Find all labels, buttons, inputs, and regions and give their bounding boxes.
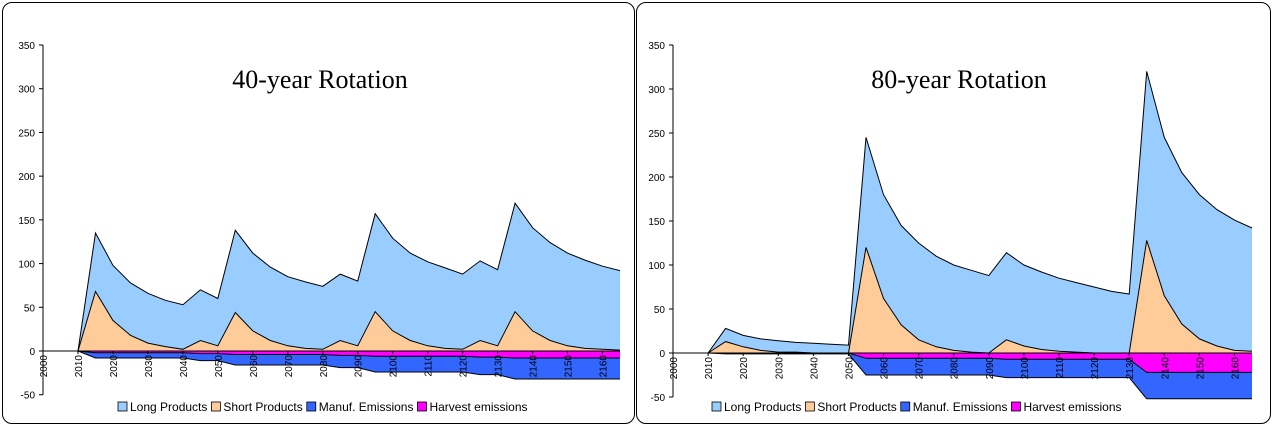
x-tick-label: 2120 — [1090, 357, 1101, 380]
x-tick-label: 2000 — [669, 357, 680, 380]
x-tick-label: 2150 — [1195, 357, 1206, 380]
x-tick-label: 2090 — [354, 355, 365, 378]
legend-swatch-long-products — [712, 402, 721, 411]
chart-40-year-rotation: -50 0 50 100 150 200 250 300 350 2000 2010 2020 2030… — [3, 3, 636, 425]
x-tick-label: 2140 — [529, 355, 540, 378]
y-tick-label: 0 — [659, 349, 665, 360]
x-tick-label: 2100 — [389, 355, 400, 378]
x-tick-label: 2160 — [1230, 357, 1241, 380]
x-tick-label: 2070 — [915, 357, 926, 380]
x-tick-label: 2030 — [774, 357, 785, 380]
legend-swatch-short-products — [805, 402, 814, 411]
x-tick-label: 2060 — [249, 355, 260, 378]
y-tick-label: 0 — [29, 347, 35, 358]
y-tick-label: 150 — [18, 216, 35, 227]
chart-panel-40-year: -50 0 50 100 150 200 250 300 350 2000 2010 2020 2030… — [2, 2, 635, 424]
x-tick-label: 2020 — [109, 355, 120, 378]
y-tick-label: 50 — [654, 305, 666, 316]
legend-label-harvest-emissions: Harvest emissions — [429, 400, 527, 414]
x-tick-label: 2040 — [179, 355, 190, 378]
legend-label-short-products: Short Products — [817, 400, 896, 414]
legend-swatch-long-products — [118, 402, 127, 411]
x-tick-label: 2040 — [809, 357, 820, 380]
y-tick-label: 50 — [24, 303, 36, 314]
chart-title: 40-year Rotation — [232, 65, 407, 94]
x-tick-label: 2110 — [424, 355, 435, 377]
y-tick-label: 350 — [648, 41, 665, 52]
x-tick-label: 2160 — [599, 355, 610, 378]
legend-label-long-products: Long Products — [130, 400, 207, 414]
x-tick-label: 2010 — [704, 357, 715, 380]
y-tick-label: 200 — [18, 172, 35, 183]
y-tick-label: -50 — [651, 393, 666, 404]
legend-label-short-products: Short Products — [223, 400, 302, 414]
chart-title: 80-year Rotation — [871, 65, 1046, 94]
legend-swatch-short-products — [211, 402, 220, 411]
y-tick-label: 300 — [648, 85, 665, 96]
y-tick-label: 300 — [18, 85, 35, 96]
y-tick-label: 200 — [648, 173, 665, 184]
legend-swatch-harvest-emissions — [417, 402, 426, 411]
legend-swatch-harvest-emissions — [1011, 402, 1020, 411]
y-tick-label: 250 — [648, 129, 665, 140]
x-tick-label: 2140 — [1160, 357, 1171, 380]
x-tick-label: 2090 — [985, 357, 996, 380]
chart-panel-80-year: -50 0 50 100 150 200 250 300 350 2000 2010 2020 2030… — [636, 2, 1271, 424]
x-tick-label: 2050 — [844, 357, 855, 380]
y-tick-label: -50 — [21, 391, 36, 402]
x-tick-label: 2080 — [319, 355, 330, 378]
y-tick-label: 350 — [18, 41, 35, 52]
legend-label-long-products: Long Products — [724, 400, 801, 414]
x-tick-label: 2060 — [880, 357, 891, 380]
chart-80-year-rotation: -50 0 50 100 150 200 250 300 350 2000 2010 2020 2030… — [637, 3, 1272, 425]
x-tick-label: 2050 — [214, 355, 225, 378]
y-tick-label: 100 — [18, 260, 35, 271]
legend: Long Products Short Products Manuf. Emissi… — [712, 400, 1122, 414]
y-tick-label: 250 — [18, 128, 35, 139]
x-tick-label: 2030 — [144, 355, 155, 378]
x-tick-label: 2130 — [1125, 357, 1136, 380]
x-tick-label: 2080 — [950, 357, 961, 380]
legend: Long Products Short Products Manuf. Emissi… — [118, 400, 528, 414]
legend-label-manuf-emissions: Manuf. Emissions — [913, 400, 1008, 414]
legend-label-manuf-emissions: Manuf. Emissions — [319, 400, 414, 414]
x-tick-label: 2110 — [1055, 357, 1066, 379]
x-tick-label: 2000 — [39, 355, 50, 378]
legend-swatch-manuf-emissions — [307, 402, 316, 411]
x-tick-label: 2010 — [74, 355, 85, 378]
y-tick-label: 100 — [648, 261, 665, 272]
x-tick-label: 2150 — [564, 355, 575, 378]
x-tick-label: 2120 — [459, 355, 470, 378]
x-tick-label: 2100 — [1020, 357, 1031, 380]
y-tick-label: 150 — [648, 217, 665, 228]
x-tick-label: 2130 — [494, 355, 505, 378]
legend-label-harvest-emissions: Harvest emissions — [1023, 400, 1121, 414]
x-tick-label: 2070 — [284, 355, 295, 378]
legend-swatch-manuf-emissions — [901, 402, 910, 411]
x-tick-label: 2020 — [739, 357, 750, 380]
